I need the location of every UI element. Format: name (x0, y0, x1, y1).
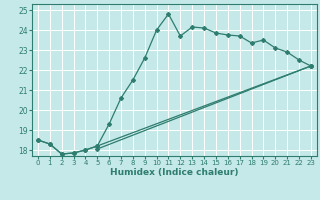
X-axis label: Humidex (Indice chaleur): Humidex (Indice chaleur) (110, 168, 239, 177)
